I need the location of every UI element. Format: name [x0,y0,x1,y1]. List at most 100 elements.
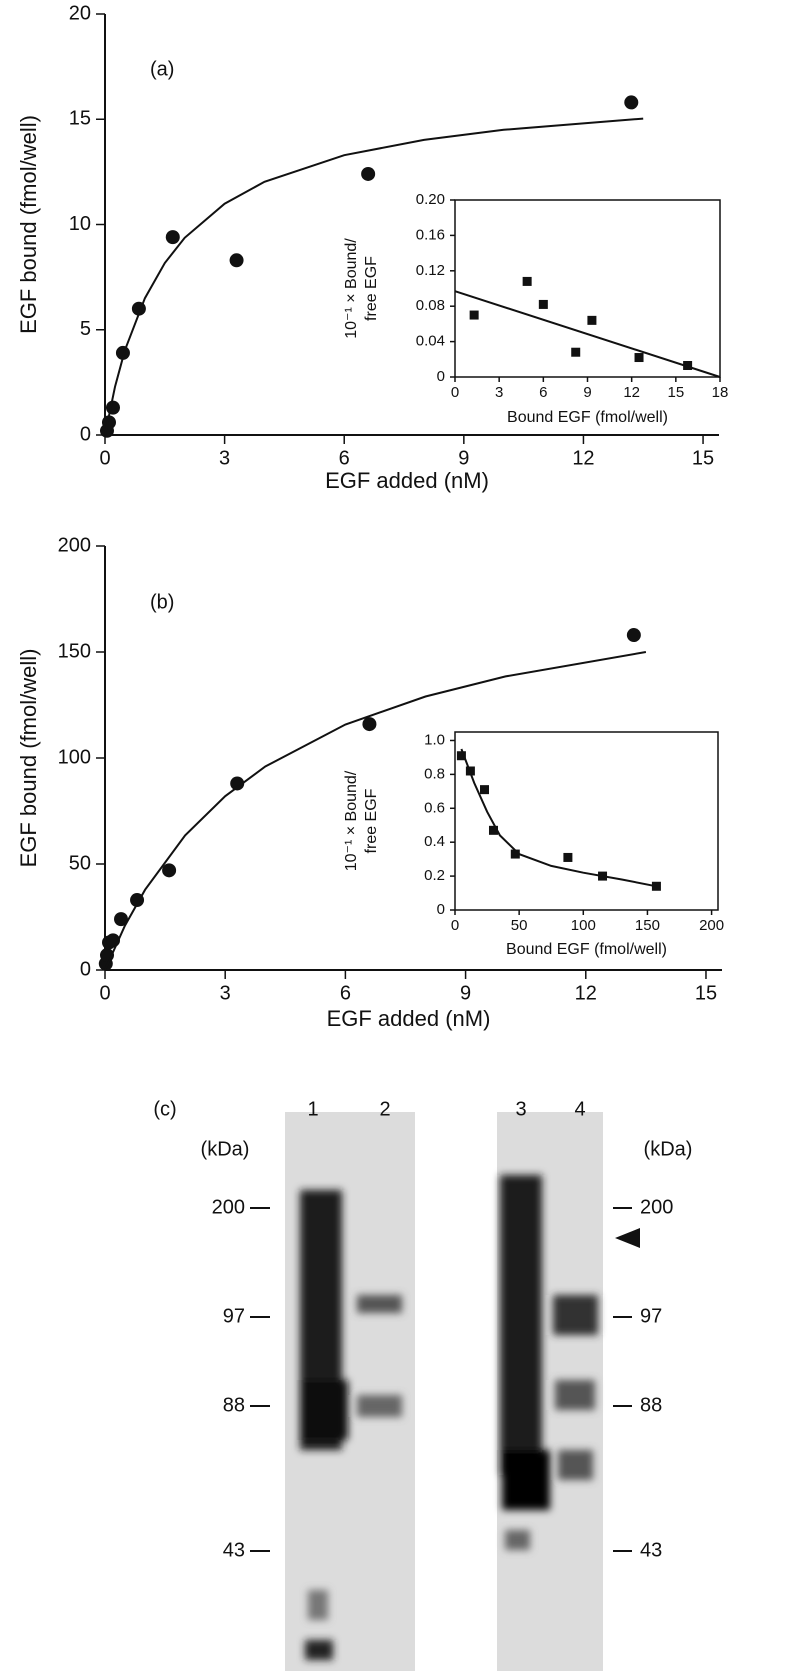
x-axis-label: EGF added (nM) [327,1006,491,1031]
gel-panel: (c) 1 2 3 4 (kDa) (kDa) 200 97 88 43 200… [153,1098,692,1671]
fit-line [104,651,647,971]
fit-line [454,290,721,378]
bands [300,1175,598,1660]
point [624,95,639,110]
panel-label: (c) [153,1098,176,1120]
marker-dashes [250,1207,632,1552]
x-tick-label: 15 [695,982,717,1004]
y-tick-label: 0.12 [416,262,445,279]
y-tick-label: 0.04 [416,333,445,350]
y-axis-label: EGF bound (fmol/well) [16,115,41,334]
point [538,299,548,309]
point [105,400,120,415]
x-tick-label: 6 [339,447,350,469]
x-tick-label: 3 [219,447,230,469]
x-axis-label: EGF added (nM) [325,468,489,493]
y-tick-label: 0.8 [424,765,445,782]
point [229,253,244,268]
inset-frame [454,199,721,378]
inset-frame [454,731,719,911]
marker-label: 200 [212,1196,245,1218]
y-tick-label: 0.08 [416,297,445,314]
y-tick-label: 50 [69,852,91,874]
y-tick-label: 1.0 [424,731,445,748]
x-tick-label: 0 [99,982,110,1004]
y-axis-label: free EGF [363,788,380,853]
marker-label: 88 [640,1394,662,1416]
point [101,415,116,430]
x-tick-label: 150 [635,917,660,934]
x-axis-label: Bound EGF (fmol/well) [507,409,668,426]
y-tick-label: 0 [80,423,91,445]
point [480,785,490,795]
y-tick-label: 100 [58,746,91,768]
x-tick-label: 18 [712,384,729,401]
point [230,776,245,791]
y-axis-label: 10⁻¹ × Bound/ [343,238,360,339]
marker-label: 200 [640,1196,673,1218]
x-tick-label: 12 [572,447,594,469]
marker-label: 97 [640,1305,662,1327]
point [362,717,377,732]
x-tick-label: 50 [511,917,528,934]
marker-label: 43 [640,1539,662,1561]
point [522,276,532,286]
point [165,230,180,245]
y-axis-label: free EGF [363,256,380,321]
y-tick-label: 15 [69,108,91,130]
point [563,852,573,862]
point [361,166,376,181]
point [571,347,581,357]
x-tick-label: 6 [340,982,351,1004]
point [488,825,498,835]
y-tick-label: 0 [437,901,445,918]
x-tick-label: 12 [623,384,640,401]
y-tick-label: 0.4 [424,833,445,850]
point [469,310,479,320]
x-tick-label: 100 [571,917,596,934]
arrowhead [615,1228,640,1248]
x-tick-label: 9 [458,447,469,469]
x-tick-label: 0 [99,447,110,469]
x-tick-label: 0 [451,917,459,934]
marker-label: 88 [223,1394,245,1416]
point [634,353,644,363]
y-axis-label: 10⁻¹ × Bound/ [343,770,360,871]
unit-label: (kDa) [201,1138,250,1160]
panel-label: (b) [150,591,174,613]
y-tick-label: 0.20 [416,191,445,208]
y-tick-label: 0 [437,368,445,385]
y-tick-label: 0.6 [424,799,445,816]
lane-label: 2 [379,1098,390,1120]
x-tick-label: 6 [539,384,547,401]
point [114,912,129,927]
x-tick-label: 9 [460,982,471,1004]
lane-label: 4 [574,1098,585,1120]
x-tick-label: 9 [583,384,591,401]
y-tick-label: 150 [58,640,91,662]
x-tick-label: 3 [220,982,231,1004]
x-tick-label: 200 [699,917,724,934]
point [587,315,597,325]
y-tick-label: 0.2 [424,867,445,884]
point [115,345,130,360]
point [651,881,661,891]
y-tick-label: 0 [80,958,91,980]
panel-label: (a) [150,58,174,80]
marker-label: 97 [223,1305,245,1327]
y-tick-label: 200 [58,534,91,556]
point [162,863,177,878]
y-axis-label: EGF bound (fmol/well) [16,649,41,868]
y-tick-label: 20 [69,2,91,24]
x-axis-label: Bound EGF (fmol/well) [506,941,667,958]
x-tick-label: 3 [495,384,503,401]
x-tick-label: 15 [692,447,714,469]
unit-label: (kDa) [644,1138,693,1160]
x-tick-label: 15 [667,384,684,401]
lane-label: 3 [515,1098,526,1120]
point [510,849,520,859]
fit-line [460,748,657,888]
y-tick-label: 0.16 [416,226,445,243]
